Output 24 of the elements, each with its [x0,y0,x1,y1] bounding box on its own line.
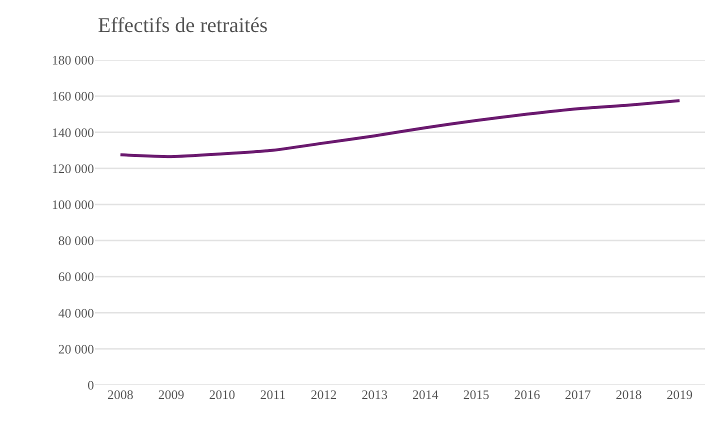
y-tick-label: 120 000 [52,160,94,176]
y-tick-label: 160 000 [52,88,94,104]
chart-title: Effectifs de retraités [98,12,268,37]
y-tick-label: 20 000 [58,341,94,356]
y-tick-label: 0 [88,378,94,393]
y-tick-label: 140 000 [52,124,94,140]
y-tick-label: 60 000 [58,269,94,284]
x-tick-label: 2012 [310,387,337,402]
x-tick-label: 2017 [564,387,592,402]
x-tick-label: 2013 [362,387,388,402]
x-tick-label: 2014 [412,387,439,402]
y-tick-label: 80 000 [58,233,94,248]
x-tick-label: 2008 [107,387,134,402]
x-tick-label: 2011 [260,387,286,402]
x-tick-label: 2015 [463,387,490,402]
x-tick-label: 2009 [158,387,184,402]
line-series [118,99,682,158]
x-tick-label: 2019 [666,387,693,402]
x-tick-label: 2016 [514,387,541,402]
y-tick-label: 180 000 [52,52,94,68]
y-tick-label: 40 000 [58,305,94,320]
x-tick-label: 2018 [616,387,642,402]
x-tick-label: 2010 [209,387,236,402]
y-tick-label: 100 000 [52,196,94,212]
